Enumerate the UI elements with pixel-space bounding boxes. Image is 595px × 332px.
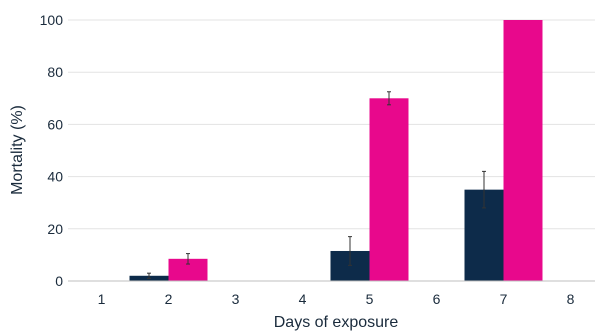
x-tick-labels: 1 2 3 4 5 6 7 8 xyxy=(98,291,575,307)
y-axis-title: Mortality (%) xyxy=(9,105,26,195)
error-bar xyxy=(186,253,190,265)
y-tick-label: 0 xyxy=(55,273,63,289)
y-tick-label: 20 xyxy=(47,221,63,237)
y-tick-label: 100 xyxy=(40,12,64,28)
bar-series2-day-5 xyxy=(369,98,409,281)
error-bar xyxy=(147,272,151,279)
y-tick-label: 80 xyxy=(47,64,63,80)
error-bar xyxy=(387,91,391,106)
y-tick-label: 40 xyxy=(47,169,63,185)
x-tick-label: 5 xyxy=(366,291,374,307)
error-bars xyxy=(147,91,486,279)
error-bar xyxy=(482,170,486,209)
x-tick-label: 2 xyxy=(165,291,173,307)
x-tick-label: 3 xyxy=(232,291,240,307)
x-tick-label: 7 xyxy=(500,291,508,307)
bar-series2-day-7 xyxy=(503,20,543,281)
x-tick-label: 6 xyxy=(433,291,441,307)
bars xyxy=(129,20,543,281)
x-axis-title: Days of exposure xyxy=(274,314,399,331)
x-tick-label: 4 xyxy=(299,291,307,307)
error-bar xyxy=(348,236,352,266)
bar-series2-day-2 xyxy=(168,258,208,281)
x-tick-label: 1 xyxy=(98,291,106,307)
x-tick-label: 8 xyxy=(567,291,575,307)
y-tick-label: 60 xyxy=(47,116,63,132)
y-tick-labels: 0 20 40 60 80 100 xyxy=(40,12,64,289)
